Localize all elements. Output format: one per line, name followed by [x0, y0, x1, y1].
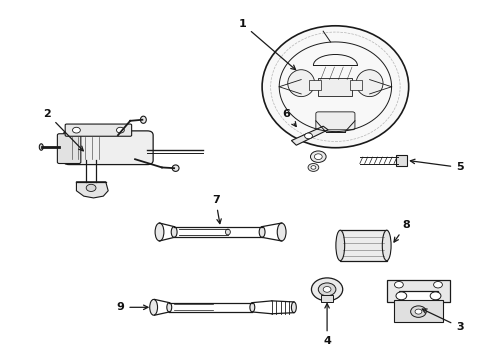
Bar: [321, 295, 333, 302]
Text: 2: 2: [43, 109, 83, 151]
Polygon shape: [76, 182, 108, 198]
Circle shape: [308, 163, 319, 171]
Polygon shape: [292, 126, 328, 145]
Ellipse shape: [336, 230, 344, 261]
Text: 8: 8: [394, 220, 410, 242]
Circle shape: [311, 151, 326, 162]
Bar: [394, 300, 443, 321]
Ellipse shape: [262, 26, 409, 148]
Text: 5: 5: [411, 159, 464, 172]
Ellipse shape: [259, 226, 265, 237]
Ellipse shape: [39, 144, 43, 150]
Circle shape: [318, 283, 336, 296]
Ellipse shape: [171, 226, 177, 237]
FancyBboxPatch shape: [63, 131, 153, 165]
Circle shape: [434, 282, 442, 288]
Ellipse shape: [288, 70, 315, 96]
Ellipse shape: [150, 300, 158, 315]
FancyBboxPatch shape: [65, 124, 132, 136]
Circle shape: [73, 127, 80, 133]
Circle shape: [86, 184, 96, 192]
Bar: [340, 230, 387, 261]
Bar: [318, 78, 352, 96]
Ellipse shape: [172, 165, 179, 171]
Ellipse shape: [277, 223, 286, 241]
FancyBboxPatch shape: [57, 134, 81, 163]
Circle shape: [411, 306, 426, 318]
Ellipse shape: [356, 70, 383, 96]
Ellipse shape: [155, 223, 164, 241]
Ellipse shape: [225, 229, 230, 235]
Text: 6: 6: [283, 109, 296, 126]
Bar: [350, 80, 362, 90]
Circle shape: [430, 292, 441, 300]
Circle shape: [415, 309, 422, 314]
Circle shape: [311, 166, 316, 169]
Circle shape: [323, 287, 331, 292]
Ellipse shape: [141, 116, 147, 123]
Text: 4: 4: [323, 303, 331, 346]
Polygon shape: [387, 280, 450, 302]
Ellipse shape: [292, 302, 296, 313]
Circle shape: [396, 292, 407, 300]
Text: 1: 1: [239, 19, 295, 70]
Circle shape: [312, 278, 343, 301]
Text: 3: 3: [422, 309, 464, 332]
Circle shape: [117, 127, 124, 133]
Ellipse shape: [167, 303, 172, 312]
Ellipse shape: [250, 303, 255, 312]
Text: 9: 9: [117, 302, 148, 312]
FancyBboxPatch shape: [316, 112, 355, 130]
Circle shape: [305, 133, 313, 139]
Text: 7: 7: [212, 195, 221, 224]
Bar: [396, 155, 407, 166]
Circle shape: [315, 154, 322, 159]
Bar: [309, 80, 321, 90]
Ellipse shape: [382, 230, 391, 261]
Circle shape: [394, 282, 403, 288]
